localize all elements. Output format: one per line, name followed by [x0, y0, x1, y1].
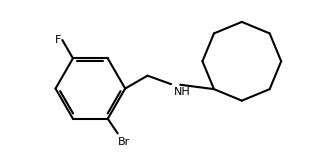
Text: NH: NH	[174, 87, 190, 97]
Text: Br: Br	[118, 137, 130, 147]
Text: F: F	[55, 35, 61, 45]
